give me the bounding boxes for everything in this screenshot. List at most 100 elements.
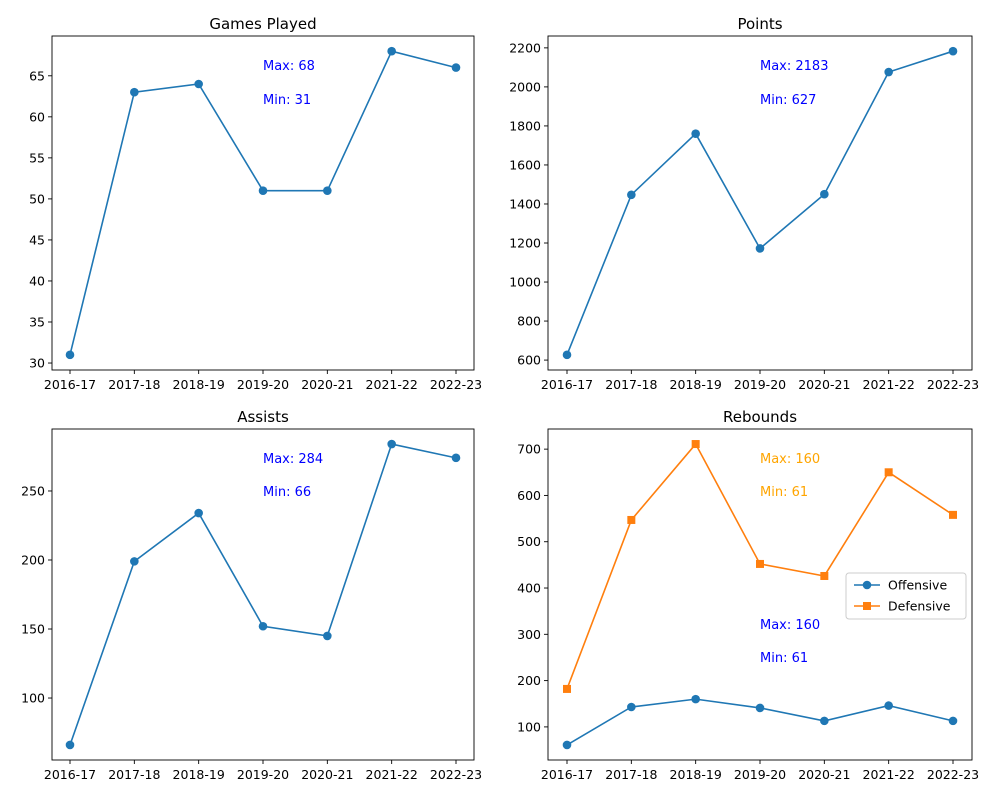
y-tick-label: 100 [21,691,45,706]
y-tick-label: 100 [517,719,541,734]
y-tick-label: 150 [21,622,45,637]
x-tick-label: 2020-21 [798,767,850,782]
data-point [65,740,75,750]
annotation-text: Max: 160 [760,452,820,467]
data-point [755,244,765,253]
data-point [258,186,268,195]
data-point [691,440,700,449]
data-point [130,557,139,566]
y-tick-label: 800 [517,314,541,329]
annotation-text: Min: 66 [263,485,311,500]
x-tick-label: 2021-22 [863,767,915,782]
data-point [130,87,139,97]
plot-area-frame [547,35,973,371]
data-point [884,701,893,710]
x-tick-label: 2016-17 [44,377,96,392]
y-tick-label: 50 [29,191,45,206]
data-point [194,508,203,518]
x-tick-label: 2017-18 [605,767,657,782]
data-point [194,79,203,89]
y-tick-label: 30 [29,356,45,371]
x-tick-label: 2019-20 [237,377,289,392]
x-tick-label: 2018-19 [670,377,722,392]
y-tick-label: 600 [517,488,541,503]
x-tick-label: 2017-18 [605,377,657,392]
data-point [755,703,765,713]
chart-title: Rebounds [723,408,797,426]
plot-area-frame [51,35,475,371]
plot-area-frame [51,428,475,761]
x-tick-label: 2020-21 [301,377,353,392]
legend-label: Defensive [888,599,951,614]
data-point [627,190,636,200]
data-point [949,510,957,519]
data-point [756,559,764,568]
annotation-text: Min: 627 [760,93,816,108]
y-tick-label: 300 [517,627,541,642]
annotation-text: Min: 61 [760,651,808,666]
x-tick-label: 2018-19 [173,377,225,392]
x-tick-label: 2021-22 [366,767,418,782]
x-tick-label: 2021-22 [863,377,915,392]
y-tick-label: 45 [29,232,45,247]
x-tick-label: 2018-19 [173,767,225,782]
y-tick-label: 35 [29,314,45,329]
legend-marker [862,580,872,590]
y-tick-label: 1000 [509,275,541,290]
chart-title: Points [737,15,782,33]
annotation-text: Max: 2183 [760,59,828,74]
x-tick-label: 2016-17 [44,767,96,782]
data-point [258,621,268,631]
x-tick-label: 2019-20 [237,767,289,782]
data-point [820,716,829,726]
y-tick-label: 2200 [509,40,541,55]
y-tick-label: 65 [29,68,45,83]
x-tick-label: 2019-20 [734,377,786,392]
y-tick-label: 600 [517,353,541,368]
annotation-text: Max: 160 [760,618,820,633]
data-point [948,716,958,726]
y-tick-label: 200 [21,552,45,567]
y-tick-label: 60 [29,109,45,124]
y-tick-label: 1800 [509,118,541,133]
data-point [562,350,572,360]
data-point [563,684,571,693]
y-tick-label: 400 [517,581,541,596]
y-tick-label: 1600 [509,157,541,172]
y-tick-label: 1400 [509,196,541,211]
x-tick-label: 2022-23 [927,767,979,782]
data-point [387,46,396,56]
x-tick-label: 2020-21 [798,377,850,392]
x-tick-label: 2018-19 [670,767,722,782]
x-tick-label: 2019-20 [734,767,786,782]
y-tick-label: 2000 [509,79,541,94]
chart-title: Assists [237,408,289,426]
y-tick-label: 250 [21,483,45,498]
data-point [562,740,572,750]
data-point [820,189,829,199]
data-point [884,67,893,77]
data-point [691,129,700,139]
y-tick-label: 1200 [509,236,541,251]
annotation-text: Min: 61 [760,485,808,500]
annotation-text: Max: 68 [263,59,315,74]
data-point [451,63,461,72]
x-tick-label: 2020-21 [301,767,353,782]
data-point [691,694,700,704]
data-point [820,571,829,580]
data-point [884,468,893,477]
x-tick-label: 2017-18 [108,377,160,392]
data-point [627,702,636,712]
legend: Offensive Defensive [845,572,967,620]
x-tick-label: 2017-18 [108,767,160,782]
legend-label: Offensive [888,578,947,593]
data-point [323,186,332,195]
chart-panel-4: Rebounds 100 200 300 400 500 600 700 2016-17 2017… [517,408,979,782]
x-tick-label: 2022-23 [430,767,482,782]
data-point [65,350,75,360]
data-point [323,631,332,641]
y-tick-label: 700 [517,442,541,457]
y-tick-label: 40 [29,273,45,288]
y-tick-label: 55 [29,150,45,165]
